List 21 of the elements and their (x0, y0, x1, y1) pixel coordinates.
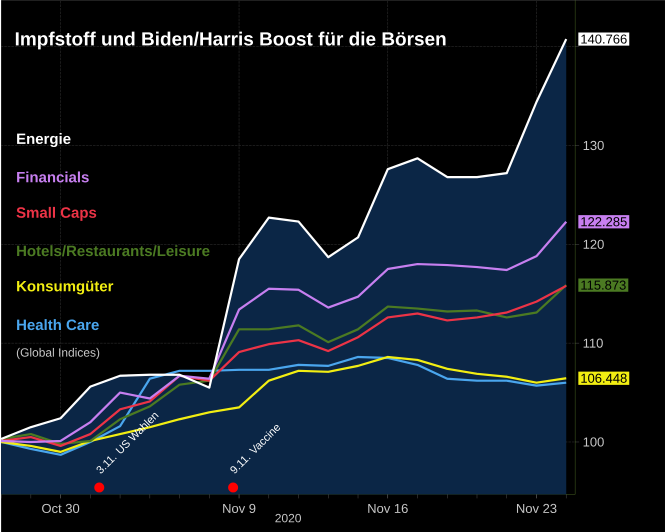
text: Hotels/Restaurants/Leisure (17, 245, 210, 256)
text: Financials (17, 171, 89, 182)
data-label: 122.285 (581, 216, 627, 226)
y-tick-label: 120 (584, 240, 604, 249)
data-label: 106.448 (581, 374, 627, 383)
x-tick-label: Nov 16 (368, 504, 408, 513)
y-tick-label: 130 (584, 140, 604, 150)
x-tick-label: Nov 9 (223, 504, 256, 513)
annotation: (Global Indices) (16, 348, 100, 359)
text: Impfstoff und Biden/Harris Boost für die Börsen (16, 32, 446, 50)
text: Small Caps (16, 206, 96, 221)
text: Energie (17, 132, 71, 147)
x-axis-title: 2020 (275, 514, 301, 522)
y-tick-label: 110 (584, 338, 603, 348)
data-label: 115.873 (581, 280, 626, 290)
x-tick-label: Oct 30 (42, 504, 80, 513)
y-tick-label: 100 (584, 437, 604, 446)
text: Konsumgüter (17, 280, 114, 294)
text: Health Care (17, 318, 99, 330)
data-label: 140.766 (581, 34, 627, 44)
x-tick-label: Nov 23 (516, 504, 556, 513)
